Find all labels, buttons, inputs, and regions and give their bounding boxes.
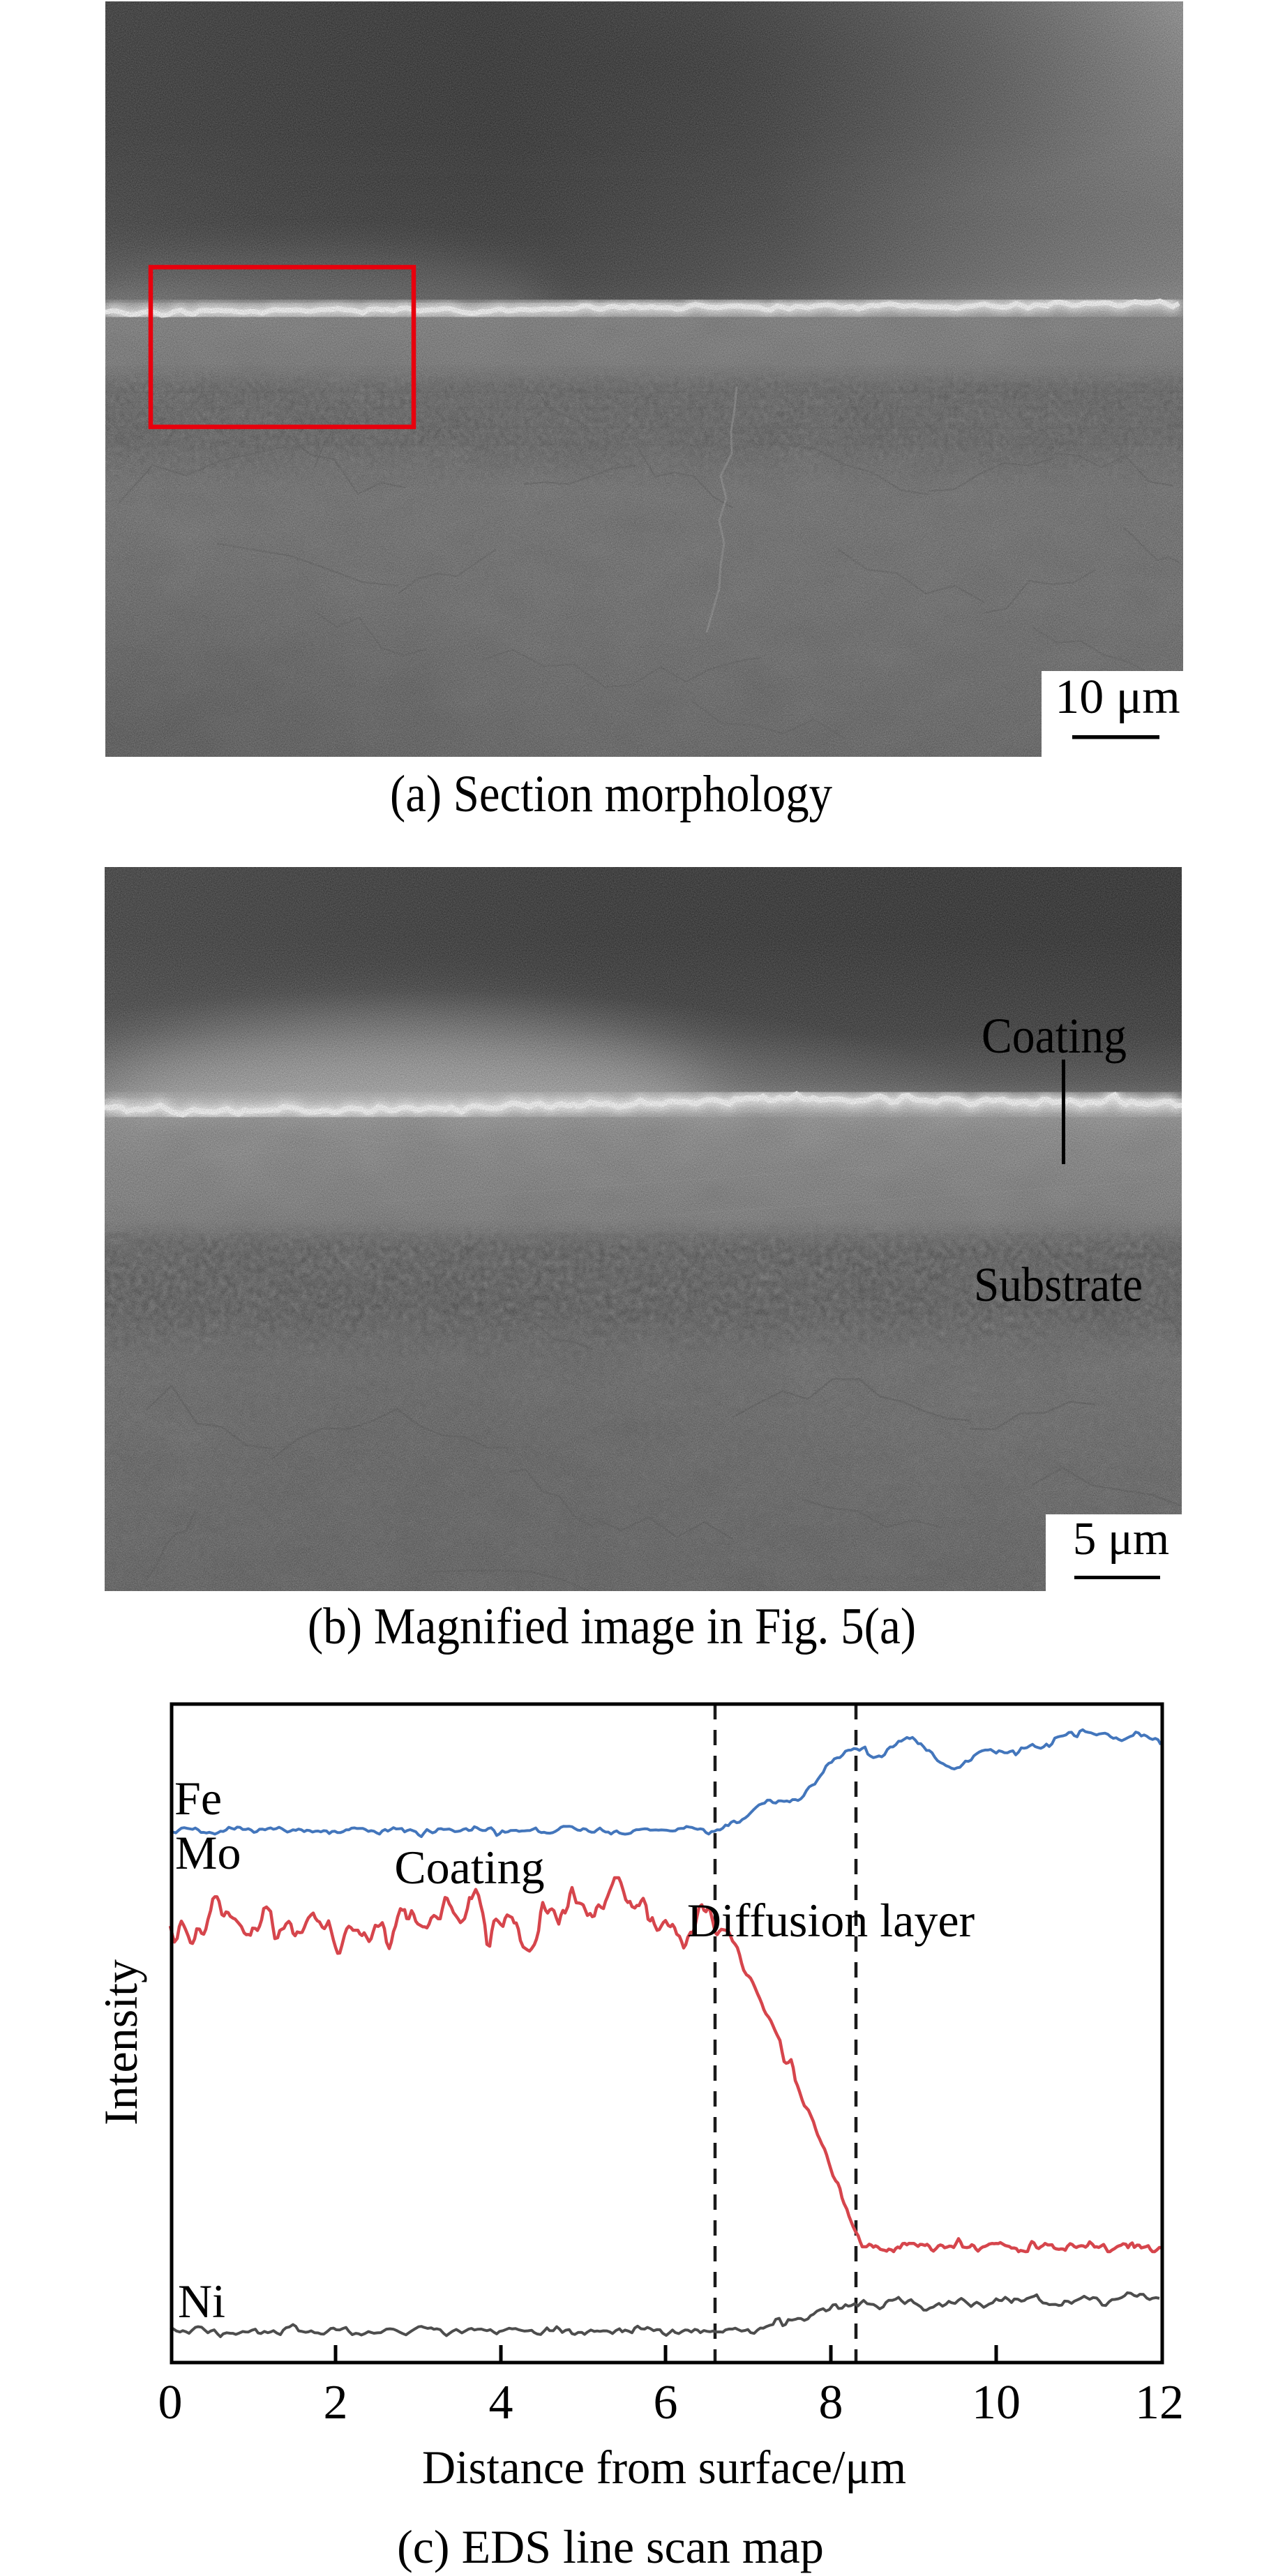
svg-text:2: 2: [324, 2376, 348, 2430]
svg-text:Substrate: Substrate: [974, 1258, 1143, 1312]
svg-text:10: 10: [972, 2376, 1021, 2430]
svg-text:10 μm: 10 μm: [1055, 670, 1180, 724]
svg-text:Ni: Ni: [178, 2275, 225, 2328]
svg-text:(c) EDS line scan map: (c) EDS line scan map: [397, 2520, 824, 2573]
svg-text:6: 6: [654, 2376, 678, 2430]
svg-text:0: 0: [158, 2376, 183, 2430]
svg-text:Distance from surface/μm: Distance from surface/μm: [422, 2441, 906, 2494]
svg-text:Fe: Fe: [174, 1772, 222, 1825]
svg-text:4: 4: [489, 2376, 513, 2430]
svg-text:Intensity: Intensity: [94, 1959, 147, 2125]
svg-text:Coating: Coating: [394, 1841, 544, 1894]
svg-text:12: 12: [1135, 2376, 1184, 2430]
svg-text:5 μm: 5 μm: [1073, 1513, 1169, 1565]
svg-text:Diffusion layer: Diffusion layer: [687, 1894, 975, 1947]
svg-text:8: 8: [819, 2376, 843, 2430]
svg-text:Coating: Coating: [982, 1008, 1127, 1064]
svg-text:Mo: Mo: [175, 1826, 241, 1879]
